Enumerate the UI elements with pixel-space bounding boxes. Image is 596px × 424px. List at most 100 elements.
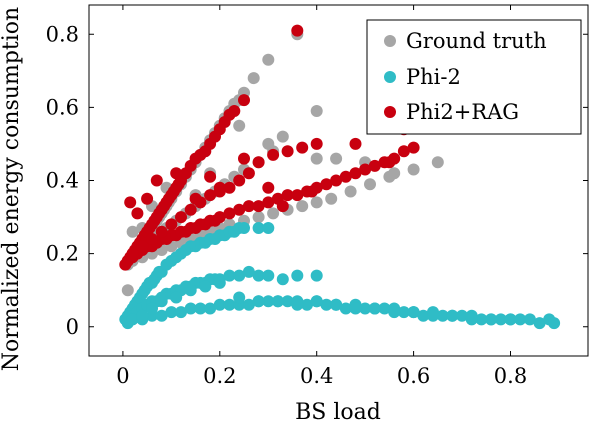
data-point-ground-truth bbox=[310, 152, 323, 165]
x-tick-label: 0.2 bbox=[203, 364, 236, 388]
data-point-phi2-rag bbox=[150, 174, 163, 187]
data-point-phi2-rag bbox=[281, 189, 294, 202]
data-point-phi-2 bbox=[262, 222, 275, 234]
data-point-phi-2 bbox=[175, 306, 187, 319]
data-point-phi2-rag bbox=[267, 148, 280, 161]
data-point-phi2-rag bbox=[238, 94, 250, 107]
data-point-phi-2 bbox=[397, 306, 410, 319]
data-point-phi2-rag bbox=[146, 233, 158, 245]
data-point-phi-2 bbox=[427, 309, 439, 322]
data-point-phi-2 bbox=[465, 313, 478, 326]
data-point-ground-truth bbox=[126, 225, 139, 238]
data-point-phi-2 bbox=[126, 313, 139, 326]
data-point-phi-2 bbox=[146, 302, 158, 315]
data-point-phi-2 bbox=[330, 298, 343, 311]
data-point-phi-2 bbox=[238, 222, 250, 234]
data-point-ground-truth bbox=[388, 167, 401, 180]
data-point-phi2-rag bbox=[252, 156, 265, 169]
data-point-phi2-rag bbox=[330, 174, 343, 187]
data-point-phi-2 bbox=[339, 302, 352, 315]
data-point-phi-2 bbox=[494, 313, 507, 326]
legend: Ground truth Phi-2 Phi2+RAG bbox=[366, 19, 582, 135]
data-point-phi-2 bbox=[276, 273, 289, 286]
data-point-phi2-rag bbox=[397, 145, 410, 158]
data-point-phi2-rag bbox=[407, 141, 420, 154]
legend-label-ground-truth: Ground truth bbox=[406, 29, 547, 53]
data-point-phi2-rag bbox=[228, 105, 241, 117]
data-point-phi-2 bbox=[475, 313, 488, 326]
data-point-phi2-rag bbox=[296, 141, 309, 154]
data-point-ground-truth bbox=[344, 185, 357, 198]
data-point-phi-2 bbox=[533, 317, 546, 330]
data-point-phi-2 bbox=[252, 222, 265, 234]
data-point-phi-2 bbox=[485, 313, 498, 326]
data-point-phi2-rag bbox=[170, 167, 183, 180]
data-point-phi2-rag bbox=[305, 185, 318, 198]
data-point-phi-2 bbox=[213, 298, 226, 311]
data-point-phi2-rag bbox=[242, 167, 255, 180]
data-point-phi2-rag bbox=[184, 203, 197, 216]
data-point-ground-truth bbox=[247, 72, 260, 85]
data-point-ground-truth bbox=[233, 119, 246, 132]
y-tick-label: 0.2 bbox=[46, 242, 79, 266]
data-point-phi-2 bbox=[310, 295, 323, 308]
data-point-phi-2 bbox=[223, 298, 236, 311]
y-tick-label: 0.4 bbox=[46, 169, 79, 193]
data-point-phi2-rag bbox=[368, 159, 381, 172]
y-tick-label: 0.6 bbox=[46, 95, 79, 119]
y-tick-label: 0.8 bbox=[46, 22, 79, 46]
data-point-ground-truth bbox=[252, 211, 265, 224]
data-point-phi2-rag bbox=[320, 178, 333, 191]
data-point-phi-2 bbox=[136, 309, 149, 322]
data-point-phi-2 bbox=[252, 269, 265, 282]
x-tick-label: 0 bbox=[116, 364, 129, 388]
y-tick-label: 0 bbox=[66, 315, 79, 339]
data-points-layer bbox=[119, 24, 561, 330]
data-point-phi-2 bbox=[291, 269, 304, 282]
data-point-phi2-rag bbox=[126, 247, 139, 260]
data-point-phi2-rag bbox=[291, 189, 304, 202]
data-point-phi2-rag bbox=[131, 207, 144, 220]
data-point-phi2-rag bbox=[291, 24, 304, 37]
data-point-phi2-rag bbox=[213, 181, 226, 194]
legend-box bbox=[366, 19, 582, 135]
data-point-phi2-rag bbox=[189, 192, 202, 205]
data-point-ground-truth bbox=[262, 53, 275, 66]
data-point-phi2-rag bbox=[233, 203, 246, 216]
data-point-ground-truth bbox=[296, 200, 309, 213]
data-point-phi-2 bbox=[262, 269, 275, 282]
data-point-phi2-rag bbox=[238, 152, 250, 165]
data-point-phi-2 bbox=[252, 295, 265, 308]
legend-marker-ground-truth bbox=[384, 35, 396, 47]
data-point-phi2-rag bbox=[233, 174, 246, 187]
x-axis-title: BS load bbox=[295, 400, 381, 424]
data-point-phi2-rag bbox=[252, 200, 265, 213]
data-point-phi2-rag bbox=[349, 167, 362, 180]
data-point-phi2-rag bbox=[155, 225, 168, 238]
data-point-phi-2 bbox=[242, 298, 255, 311]
data-point-phi-2 bbox=[155, 295, 168, 308]
data-point-ground-truth bbox=[325, 192, 338, 205]
data-point-ground-truth bbox=[364, 178, 376, 191]
data-point-phi2-rag bbox=[223, 207, 236, 220]
data-point-phi-2 bbox=[155, 309, 168, 322]
data-point-phi-2 bbox=[514, 313, 527, 326]
data-point-phi-2 bbox=[184, 284, 197, 297]
data-point-phi2-rag bbox=[281, 145, 294, 158]
data-point-phi-2 bbox=[407, 306, 420, 319]
data-point-ground-truth bbox=[121, 284, 134, 297]
data-point-phi-2 bbox=[199, 280, 212, 293]
data-point-phi2-rag bbox=[262, 181, 275, 194]
data-point-ground-truth bbox=[310, 196, 323, 209]
data-point-phi2-rag bbox=[124, 196, 137, 209]
data-point-phi-2 bbox=[233, 291, 246, 304]
data-point-phi-2 bbox=[456, 309, 468, 322]
data-point-phi2-rag bbox=[136, 240, 149, 253]
data-point-phi-2 bbox=[446, 309, 459, 322]
data-point-phi2-rag bbox=[276, 200, 289, 213]
data-point-phi-2 bbox=[368, 302, 381, 315]
data-point-phi-2 bbox=[242, 265, 255, 278]
data-point-phi2-rag bbox=[141, 192, 154, 205]
data-point-phi-2 bbox=[349, 302, 362, 315]
